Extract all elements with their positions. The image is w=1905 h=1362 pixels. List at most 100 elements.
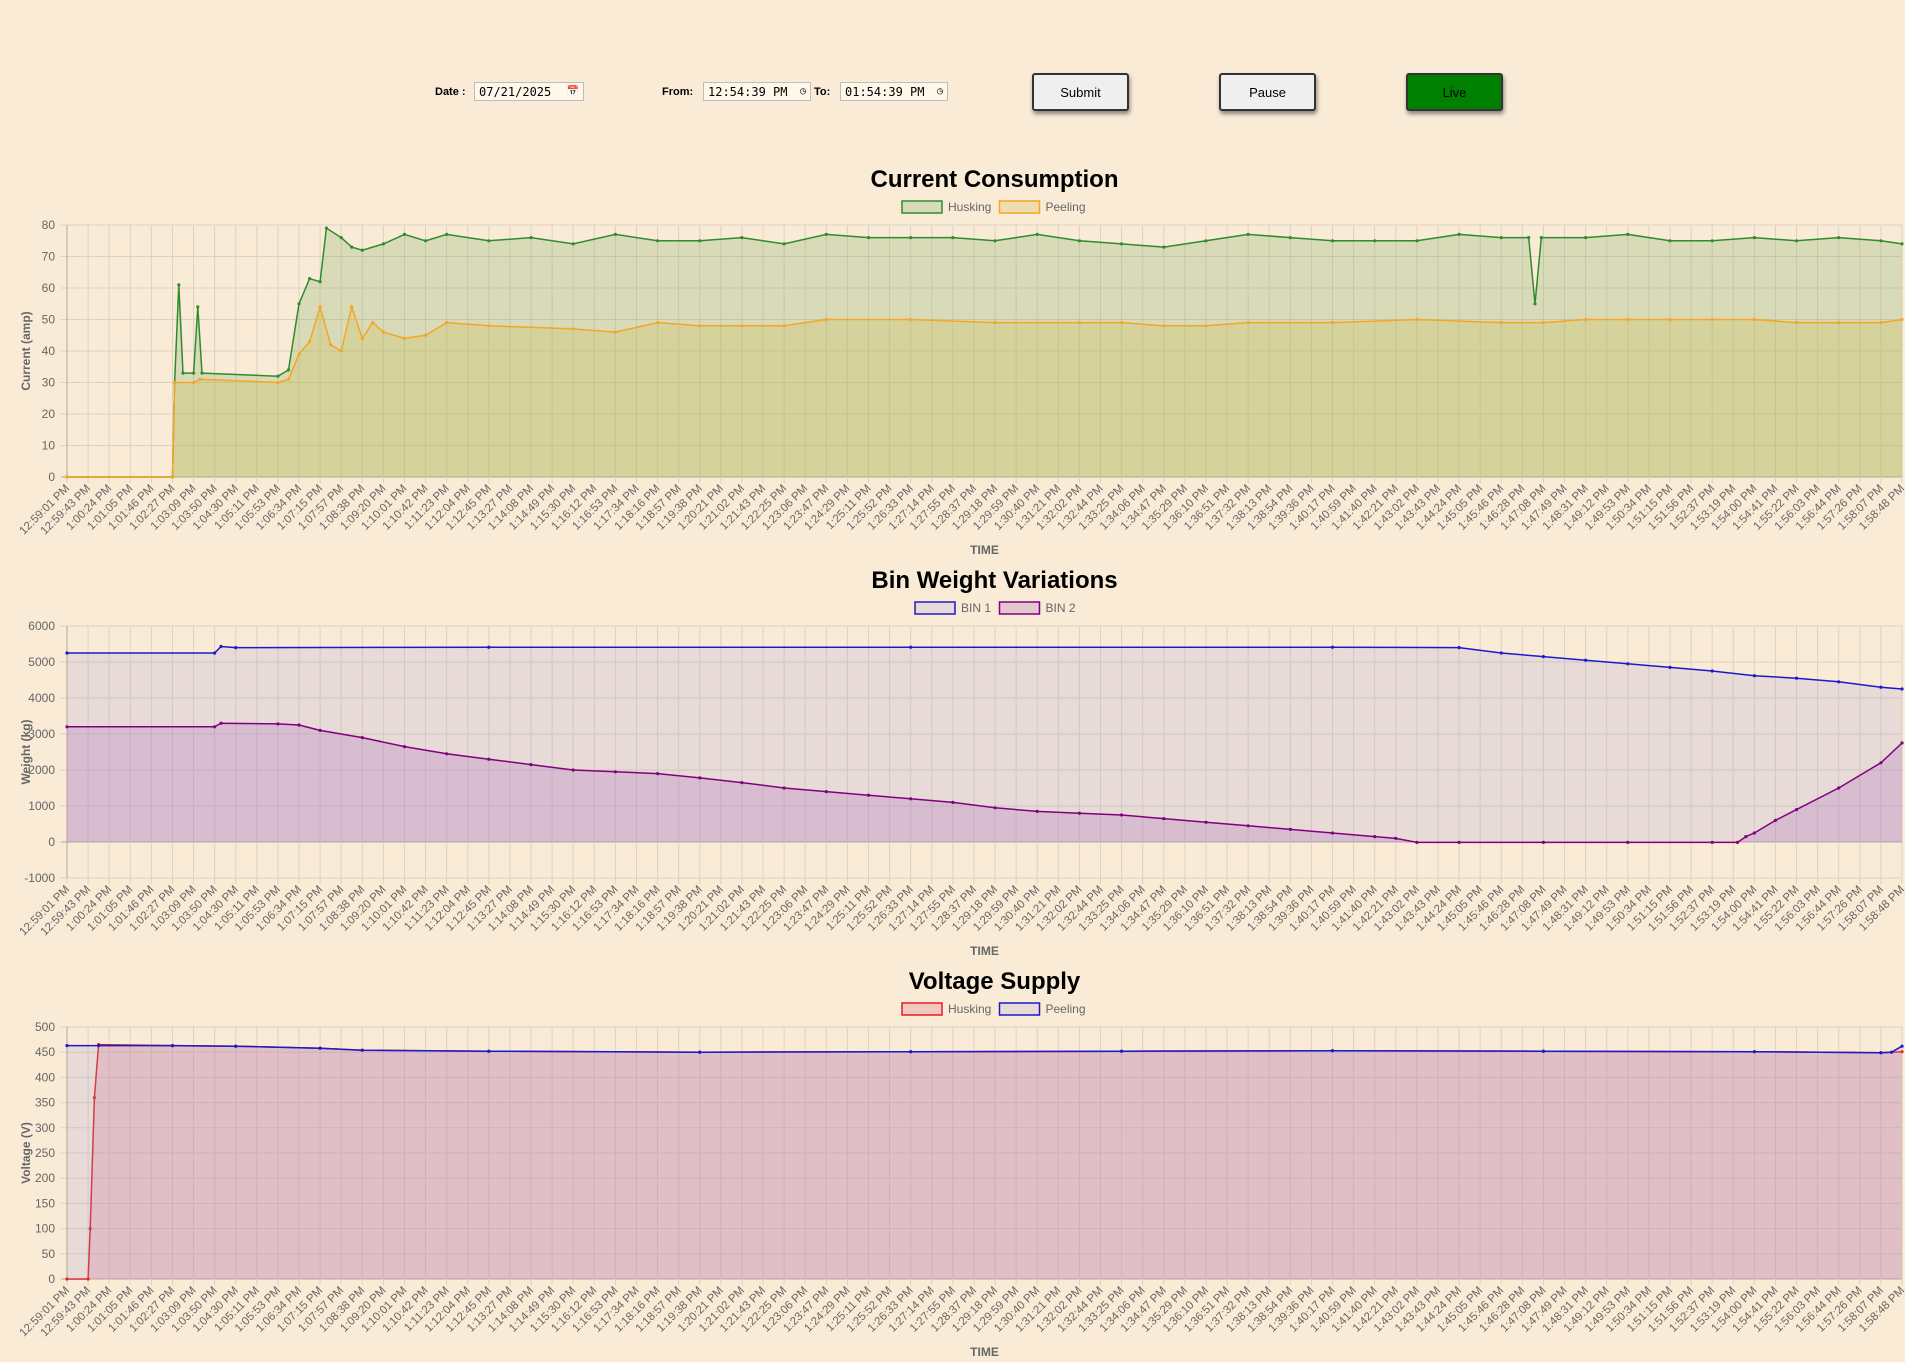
data-point[interactable] [1668, 317, 1672, 322]
data-point[interactable] [1120, 813, 1124, 817]
pause-button[interactable]: Pause [1219, 73, 1316, 111]
data-point[interactable] [1752, 236, 1756, 240]
data-point[interactable] [487, 645, 491, 649]
data-point[interactable] [402, 745, 407, 749]
data-point[interactable] [1879, 1051, 1883, 1055]
data-point[interactable] [1330, 239, 1335, 243]
data-point[interactable] [993, 321, 997, 325]
data-point[interactable] [1415, 239, 1419, 243]
legend-swatch-1[interactable] [901, 1002, 943, 1016]
data-point[interactable] [529, 763, 533, 767]
data-point[interactable] [571, 768, 575, 772]
data-point[interactable] [424, 239, 428, 243]
data-point[interactable] [1626, 662, 1630, 666]
data-point[interactable] [1330, 1049, 1335, 1053]
data-point[interactable] [286, 368, 291, 372]
legend-swatch-2[interactable] [998, 200, 1041, 214]
data-point[interactable] [1744, 835, 1748, 839]
data-point[interactable] [1330, 645, 1335, 649]
data-point[interactable] [196, 305, 200, 309]
data-point[interactable] [1710, 317, 1714, 322]
data-point[interactable] [170, 475, 175, 479]
data-point[interactable] [1773, 818, 1777, 822]
data-point[interactable] [173, 380, 177, 385]
data-point[interactable] [1837, 680, 1841, 684]
data-point[interactable] [1499, 321, 1503, 325]
data-point[interactable] [656, 239, 660, 243]
data-point[interactable] [740, 324, 744, 328]
data-point[interactable] [1541, 840, 1545, 844]
data-point[interactable] [1246, 824, 1250, 828]
data-point[interactable] [1752, 674, 1756, 678]
data-point[interactable] [1120, 1049, 1124, 1053]
data-point[interactable] [1394, 836, 1398, 840]
data-point[interactable] [1288, 236, 1292, 240]
date-input[interactable]: 07/21/2025 📅 [474, 82, 584, 101]
data-point[interactable] [371, 321, 375, 325]
data-point[interactable] [1246, 321, 1250, 325]
to-time-input[interactable]: 01:54:39 PM ◷ [840, 82, 948, 101]
data-point[interactable] [86, 1277, 90, 1281]
data-point[interactable] [65, 725, 69, 729]
data-point[interactable] [1035, 232, 1039, 236]
data-point[interactable] [909, 236, 913, 240]
data-point[interactable] [571, 242, 575, 246]
from-time-input[interactable]: 12:54:39 PM ◷ [703, 82, 811, 101]
data-point[interactable] [198, 377, 202, 381]
data-point[interactable] [1373, 835, 1377, 839]
legend-label[interactable]: Peeling [1046, 200, 1086, 214]
data-point[interactable] [782, 242, 786, 246]
data-point[interactable] [1539, 236, 1543, 240]
data-point[interactable] [656, 321, 660, 325]
data-point[interactable] [170, 1044, 175, 1048]
data-point[interactable] [782, 786, 786, 790]
data-point[interactable] [445, 232, 449, 236]
data-point[interactable] [698, 324, 702, 328]
data-point[interactable] [909, 797, 913, 801]
data-point[interactable] [324, 226, 328, 230]
data-point[interactable] [1584, 317, 1588, 322]
clock-icon[interactable]: ◷ [799, 86, 806, 97]
data-point[interactable] [1373, 239, 1377, 243]
data-point[interactable] [97, 1044, 101, 1048]
calendar-icon[interactable]: 📅 [566, 86, 579, 97]
data-point[interactable] [1794, 808, 1799, 812]
data-point[interactable] [1035, 809, 1039, 813]
data-point[interactable] [350, 245, 354, 249]
data-point[interactable] [339, 349, 343, 353]
data-point[interactable] [1626, 317, 1630, 322]
legend-swatch-2[interactable] [998, 1002, 1041, 1016]
data-point[interactable] [1879, 239, 1883, 243]
data-point[interactable] [1794, 321, 1799, 325]
data-point[interactable] [219, 721, 223, 725]
data-point[interactable] [318, 728, 322, 732]
data-point[interactable] [360, 1048, 364, 1052]
data-point[interactable] [487, 324, 491, 328]
legend-label[interactable]: Husking [948, 1002, 991, 1016]
data-point[interactable] [1499, 236, 1503, 240]
data-point[interactable] [487, 239, 491, 243]
data-point[interactable] [213, 725, 217, 729]
data-point[interactable] [698, 776, 702, 780]
data-point[interactable] [381, 330, 385, 334]
legend-label[interactable]: BIN 2 [1046, 601, 1076, 615]
submit-button[interactable]: Submit [1032, 73, 1129, 111]
data-point[interactable] [1077, 239, 1081, 243]
data-point[interactable] [1626, 840, 1630, 844]
data-point[interactable] [909, 1050, 913, 1054]
data-point[interactable] [1457, 232, 1461, 236]
data-point[interactable] [1120, 242, 1124, 246]
data-point[interactable] [1837, 236, 1841, 240]
data-point[interactable] [1120, 321, 1124, 325]
data-point[interactable] [192, 380, 196, 385]
data-point[interactable] [318, 305, 322, 309]
data-point[interactable] [1879, 685, 1883, 689]
data-point[interactable] [339, 236, 343, 240]
data-point[interactable] [1668, 665, 1672, 669]
data-point[interactable] [234, 646, 238, 650]
data-point[interactable] [951, 800, 955, 804]
data-point[interactable] [1735, 840, 1740, 844]
data-point[interactable] [318, 1046, 322, 1050]
data-point[interactable] [1499, 651, 1503, 655]
data-point[interactable] [1204, 820, 1208, 824]
